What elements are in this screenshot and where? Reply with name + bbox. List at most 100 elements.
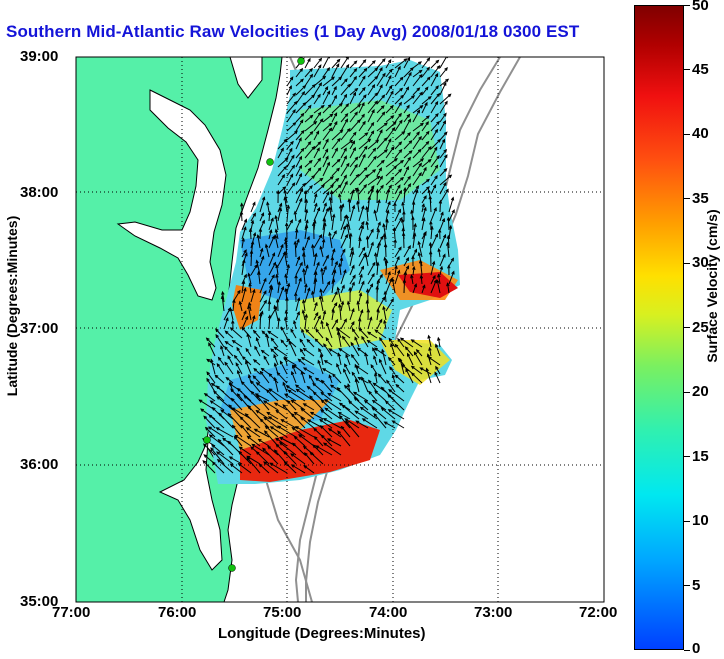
velocity-vector (361, 377, 369, 393)
velocity-vector (234, 434, 252, 447)
velocity-vector-head (351, 328, 356, 333)
velocity-vector-head (322, 418, 327, 422)
velocity-vector-head (387, 59, 392, 64)
velocity-vector (279, 442, 297, 456)
velocity-vector (338, 194, 342, 204)
velocity-vector-head (250, 390, 255, 395)
velocity-vector (349, 104, 361, 114)
velocity-vector-head (216, 396, 221, 400)
velocity-vector (304, 68, 313, 78)
velocity-vector-head (345, 223, 350, 228)
velocity-vector-head (247, 404, 252, 409)
velocity-vector (315, 445, 333, 456)
velocity-vector-head (363, 67, 368, 72)
velocity-vector (340, 249, 346, 258)
velocity-vector-head (437, 228, 442, 233)
velocity-vector-head (268, 388, 273, 392)
velocity-vector-head (354, 111, 358, 116)
velocity-vector (266, 389, 279, 402)
velocity-vector-head (438, 199, 443, 204)
velocity-vector-head (447, 264, 451, 269)
velocity-vector (303, 269, 306, 285)
velocity-vector-head (426, 57, 431, 62)
velocity-vector-head (292, 92, 296, 97)
velocity-vector (313, 207, 320, 222)
velocity-vector (268, 229, 272, 240)
velocity-vector (258, 439, 270, 447)
velocity-vector-head (427, 356, 432, 361)
velocity-vector (228, 413, 243, 429)
velocity-vector (331, 103, 343, 114)
velocity-vector-head (311, 94, 316, 99)
velocity-vector (213, 390, 225, 402)
velocity-vector-head (376, 261, 380, 266)
velocity-vector-head (298, 137, 302, 142)
velocity-vector (403, 119, 411, 132)
velocity-vector (407, 353, 414, 366)
velocity-vector (331, 121, 338, 132)
velocity-vector-head (217, 356, 222, 361)
velocity-vector-head (346, 300, 351, 305)
velocity-vector-head (411, 95, 416, 99)
velocity-vector (241, 280, 245, 294)
velocity-vector (295, 137, 302, 150)
velocity-vector (284, 317, 288, 330)
x-tick-label: 77:00 (52, 604, 91, 621)
velocity-vector-head (369, 316, 373, 321)
velocity-vector (322, 113, 333, 123)
velocity-vector (376, 67, 383, 78)
velocity-vector (386, 380, 396, 393)
velocity-vector-head (328, 348, 333, 352)
velocity-vector (366, 206, 369, 222)
velocity-vector (403, 72, 412, 87)
velocity-vector-head (374, 67, 379, 72)
velocity-vector (250, 202, 256, 213)
velocity-vector-head (227, 355, 231, 360)
velocity-vector-head (374, 390, 379, 394)
velocity-vector (313, 315, 321, 330)
velocity-vector (367, 100, 378, 114)
velocity-vector (277, 244, 284, 258)
velocity-vector (220, 346, 225, 357)
velocity-vector-head (351, 371, 356, 376)
velocity-vector-head (317, 167, 322, 172)
velocity-vector-head (413, 222, 417, 228)
velocity-vector-head (338, 414, 343, 419)
velocity-vector-head (246, 332, 250, 337)
velocity-vector-head (309, 67, 313, 72)
velocity-vector-head (280, 419, 285, 423)
velocity-vector (241, 238, 245, 249)
velocity-vector-head (344, 113, 349, 117)
velocity-vector-head (388, 68, 393, 73)
velocity-vector (376, 129, 383, 141)
velocity-vector-head (277, 317, 281, 322)
velocity-vector-head (405, 265, 410, 270)
velocity-vector (367, 340, 378, 348)
velocity-vector-head (333, 112, 338, 117)
velocity-vector (358, 167, 368, 177)
velocity-vector-head (228, 382, 233, 387)
velocity-vector-head (431, 260, 436, 265)
velocity-vector (284, 252, 288, 267)
velocity-vector (327, 393, 342, 402)
velocity-vector (320, 289, 324, 303)
velocity-vector-head (306, 235, 310, 240)
velocity-vector-head (436, 120, 440, 125)
velocity-vector (261, 330, 270, 339)
velocity-vector-head (284, 236, 288, 242)
velocity-vector (295, 183, 306, 195)
velocity-vector-head (255, 336, 260, 342)
velocity-vector (349, 119, 361, 132)
velocity-vector (274, 235, 279, 249)
velocity-vector-head (301, 328, 305, 333)
velocity-vector (448, 271, 455, 285)
velocity-vector-head (304, 198, 309, 203)
velocity-vector (313, 131, 320, 141)
velocity-vector-head (361, 113, 365, 118)
velocity-vector (373, 356, 378, 366)
velocity-vector-head (266, 411, 271, 416)
velocity-vector-head (300, 407, 305, 412)
velocity-vector (439, 234, 446, 249)
velocity-vector (295, 297, 300, 312)
velocity-vector (322, 76, 335, 87)
